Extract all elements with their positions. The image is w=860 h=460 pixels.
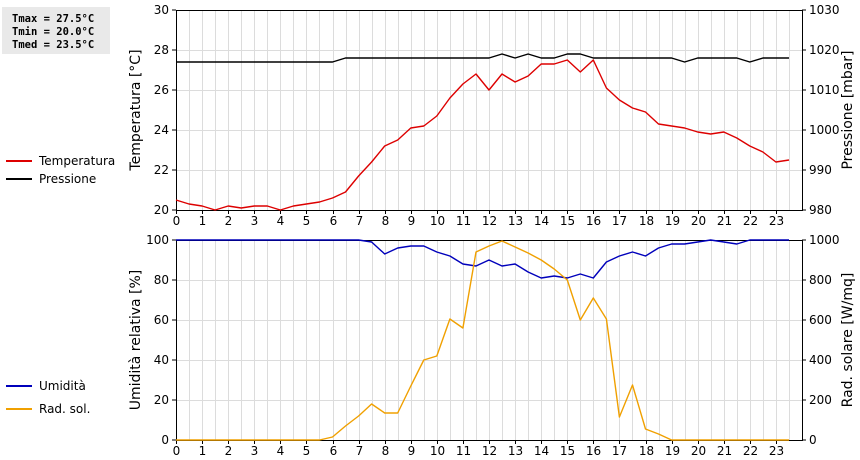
y-right-tick-label: 980 [809,203,832,217]
y-right-axis-title: Pressione [mbar] [840,50,856,169]
y-right-tick-label: 990 [809,163,832,177]
y-left-tick-label: 20 [154,203,169,217]
y-left-tick-label: 100 [146,233,169,247]
x-tick-label: 14 [534,214,549,228]
y-right-tick-label: 0 [809,433,817,447]
x-tick-label: 11 [456,214,471,228]
x-tick-label: 19 [665,214,680,228]
series-line-pressione [176,53,789,63]
y-right-tick-label: 1000 [809,123,840,137]
y-right-tick-label: 1010 [809,83,840,97]
y-left-tick-label: 0 [161,433,169,447]
series-line-rad-sol [176,240,789,441]
y-right-tick-label: 800 [809,273,832,287]
legend-swatch-temperatura [6,160,32,162]
x-tick-label: 2 [225,214,233,228]
x-tick-label: 12 [482,444,497,458]
x-tick-label: 17 [612,444,627,458]
y-left-tick-label: 60 [154,313,169,327]
x-tick-label: 23 [769,444,784,458]
x-tick-label: 9 [408,214,416,228]
x-tick-label: 8 [382,214,390,228]
stat-tmax: Tmax = 27.5°C [12,13,95,25]
x-tick-label: 1 [199,214,207,228]
x-tick-label: 8 [382,444,390,458]
x-tick-label: 9 [408,444,416,458]
x-tick-label: 18 [639,214,654,228]
y-right-tick-label: 1020 [809,43,840,57]
x-tick-label: 7 [356,214,364,228]
y-left-axis-title: Umidità relativa [%] [128,270,144,411]
stat-tmed: Tmed = 23.5°C [12,39,95,51]
x-tick-label: 4 [277,444,285,458]
x-tick-label: 14 [534,444,549,458]
x-tick-label: 15 [560,444,575,458]
chart-panel-0: 0 1 2 3 4 5 6 7 8 9 10 11 12 13 14 15 16 17 18 19 20 21 22 2320… [128,3,856,228]
series-line-temperatura [175,59,790,211]
x-tick-label: 1 [199,444,207,458]
x-tick-label: 23 [769,214,784,228]
x-tick-label: 3 [251,214,259,228]
legend-swatch-radsol [6,408,32,410]
x-tick-label: 15 [560,214,575,228]
x-tick-label: 6 [330,214,338,228]
x-tick-label: 7 [356,444,364,458]
x-tick-label: 17 [612,214,627,228]
stat-tmin: Tmin = 20.0°C [12,26,95,38]
x-tick-label: 13 [508,444,523,458]
legend-label-radsol: Rad. sol. [39,402,91,416]
y-left-tick-label: 80 [154,273,169,287]
x-tick-label: 20 [691,214,706,228]
y-left-tick-label: 30 [154,3,169,17]
x-tick-label: 19 [665,444,680,458]
x-tick-label: 21 [717,214,732,228]
x-tick-label: 13 [508,214,523,228]
y-left-axis-title: Temperatura [°C] [128,49,144,171]
x-tick-label: 2 [225,444,233,458]
x-tick-label: 3 [251,444,259,458]
x-tick-label: 5 [303,214,311,228]
y-right-tick-label: 1030 [809,3,840,17]
chart-panel-1: 0 1 2 3 4 5 6 7 8 9 10 11 12 13 14 15 16 17 18 19 20 21 22 2302… [128,233,856,458]
x-tick-label: 6 [330,444,338,458]
x-tick-label: 20 [691,444,706,458]
x-tick-label: 18 [639,444,654,458]
series-line-umidit [176,239,789,279]
x-tick-label: 10 [430,444,445,458]
legend-swatch-pressione [6,178,32,180]
x-tick-label: 10 [430,214,445,228]
y-left-tick-label: 20 [154,393,169,407]
legend-label-temperatura: Temperatura [39,154,116,168]
x-tick-label: 0 [173,214,181,228]
legend-label-umidita: Umidità [39,379,86,393]
x-tick-label: 16 [586,214,601,228]
y-right-tick-label: 400 [809,353,832,367]
y-left-tick-label: 24 [154,123,169,137]
x-tick-label: 11 [456,444,471,458]
x-tick-label: 21 [717,444,732,458]
legend-swatch-umidita [6,385,32,387]
x-tick-label: 22 [743,444,758,458]
stats-box: Tmax = 27.5°C Tmin = 20.0°C Tmed = 23.5°… [2,7,110,54]
y-right-tick-label: 200 [809,393,832,407]
y-left-tick-label: 26 [154,83,169,97]
y-right-axis-title: Rad. solare [W/mq] [840,273,856,408]
y-right-tick-label: 600 [809,313,832,327]
x-tick-label: 0 [173,444,181,458]
y-right-tick-label: 1000 [809,233,840,247]
legend-label-pressione: Pressione [39,172,97,186]
x-tick-label: 5 [303,444,311,458]
x-tick-label: 16 [586,444,601,458]
x-tick-label: 12 [482,214,497,228]
x-tick-label: 4 [277,214,285,228]
x-tick-label: 22 [743,214,758,228]
y-left-tick-label: 40 [154,353,169,367]
y-left-tick-label: 22 [154,163,169,177]
y-left-tick-label: 28 [154,43,169,57]
